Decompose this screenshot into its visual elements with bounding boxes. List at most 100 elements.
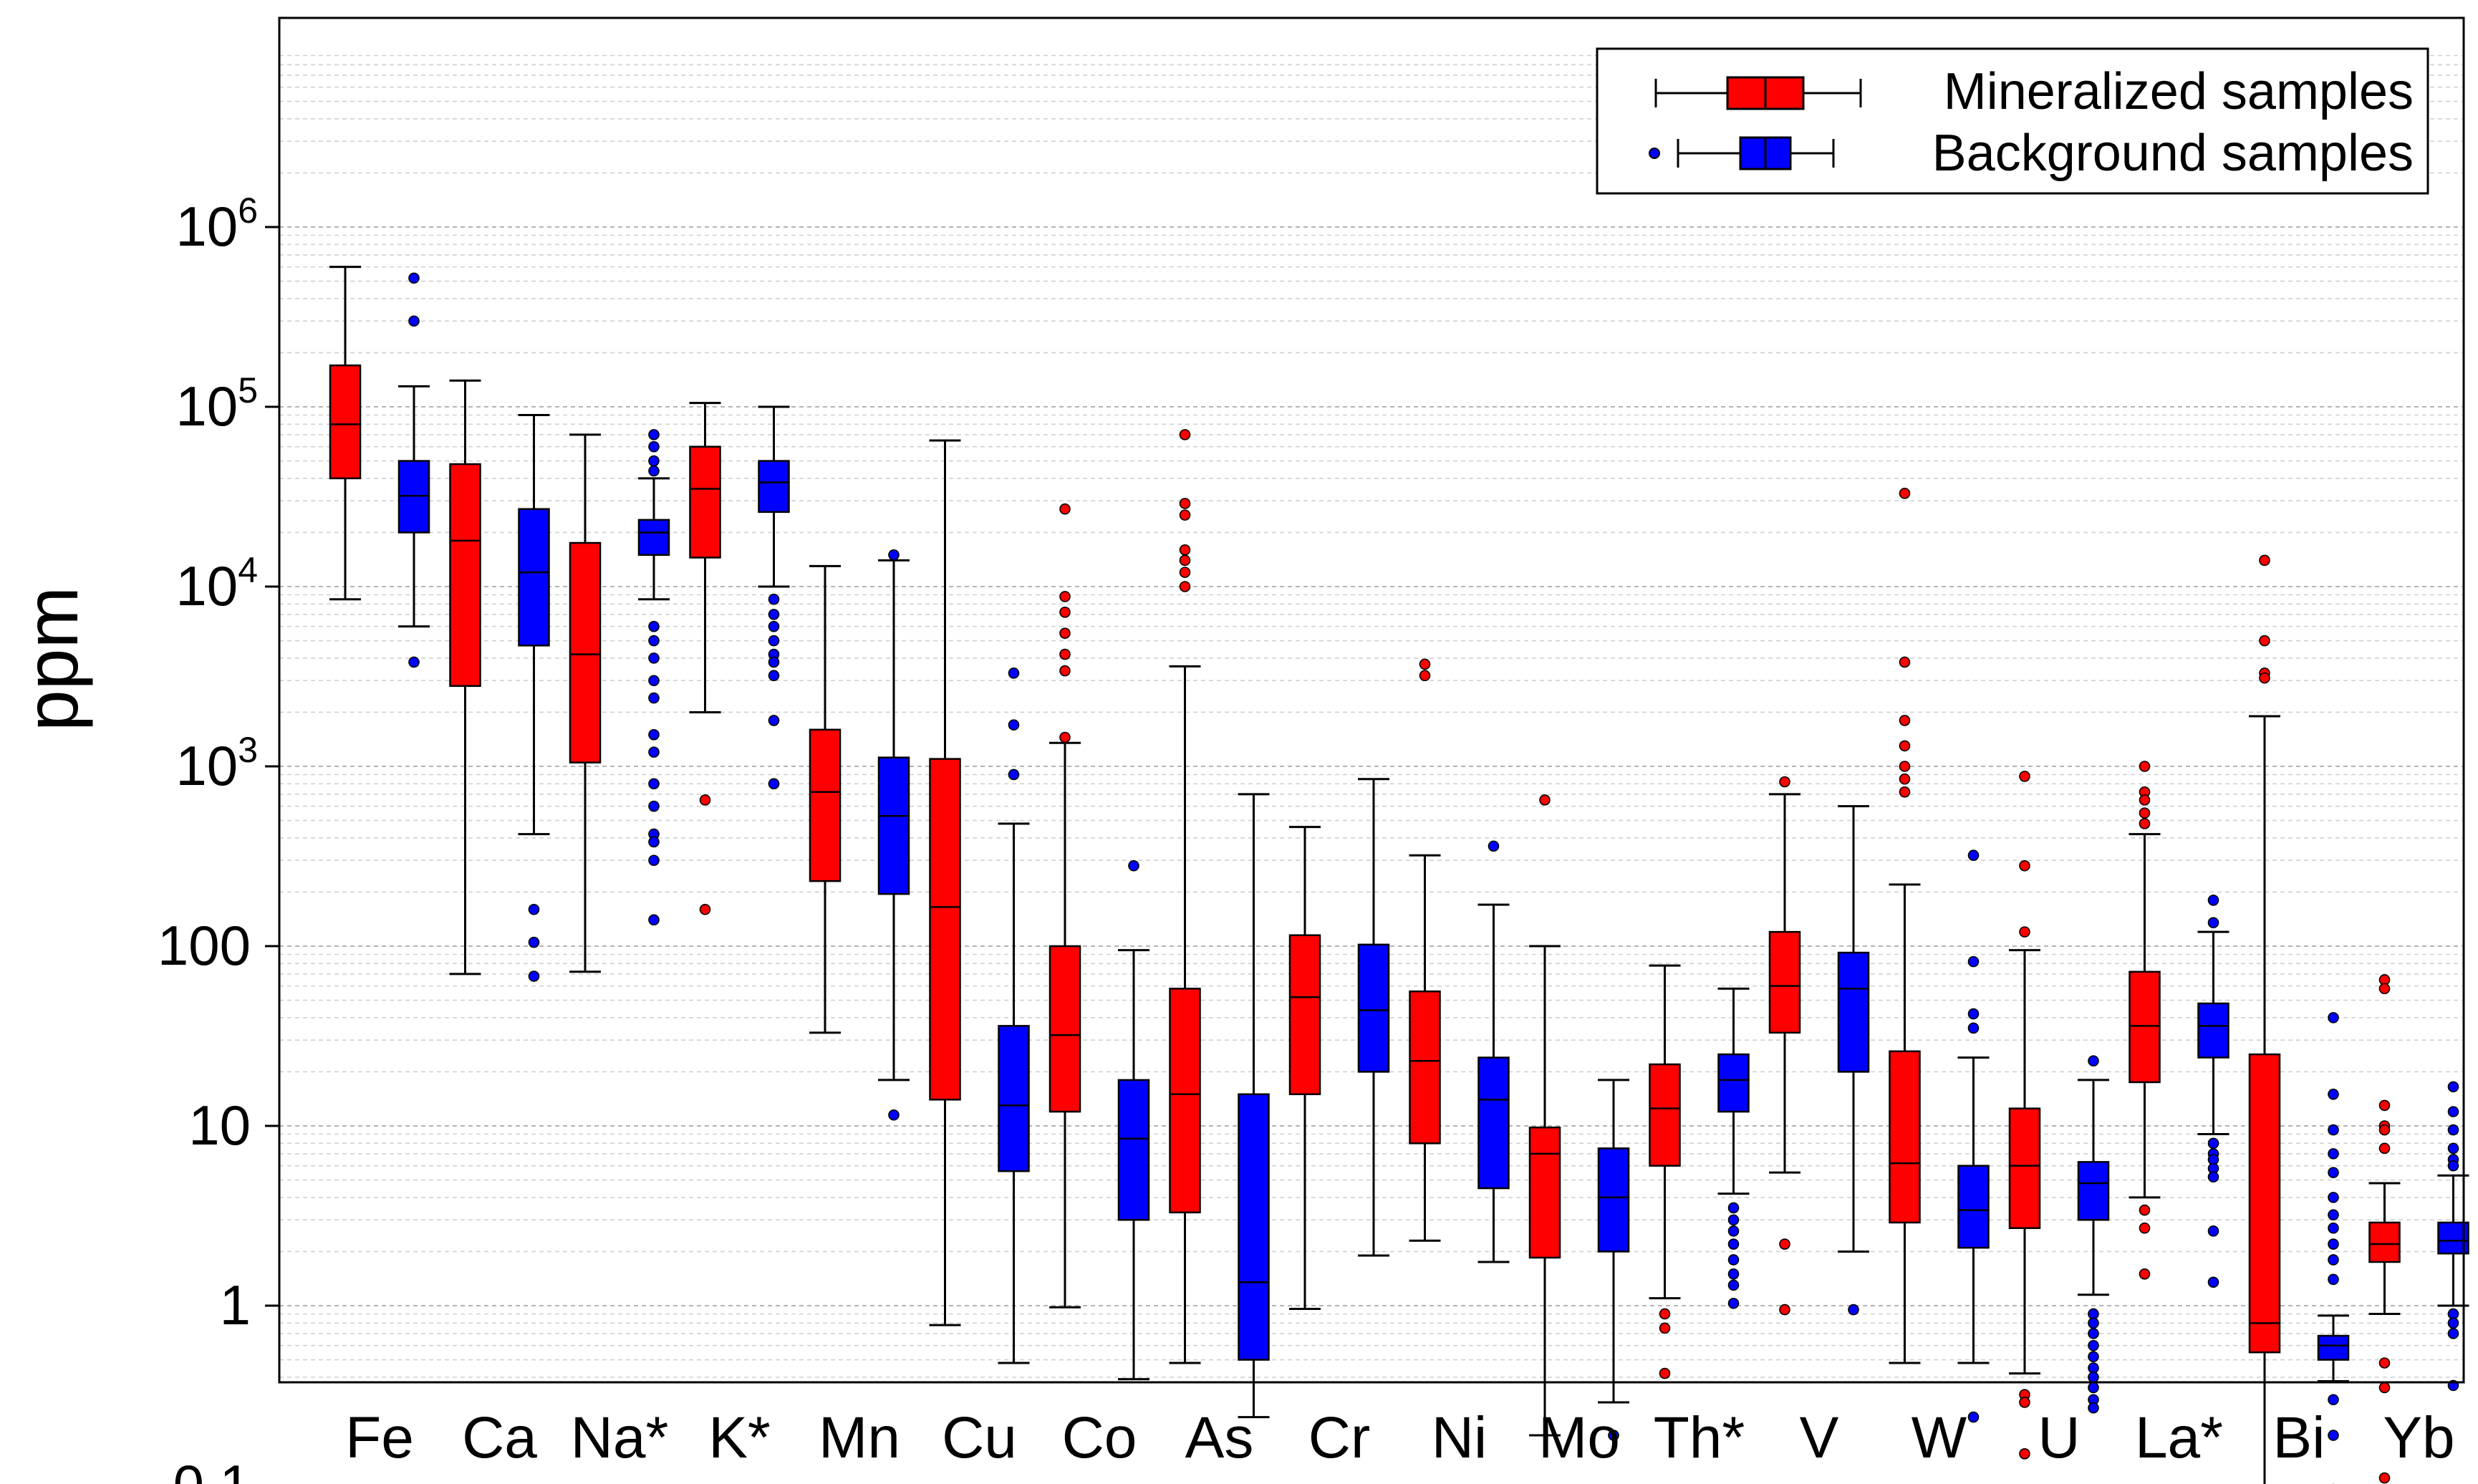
y-tick-label: 105 [175, 370, 258, 438]
outlier-point [768, 620, 780, 632]
box-background-12 [1837, 805, 1870, 1316]
outlier-point [1848, 1304, 1859, 1316]
outlier-point [2447, 1106, 2459, 1117]
y-tick-label: 106 [175, 191, 258, 258]
y-tick-label: 0.1 [173, 1453, 251, 1484]
outlier-point [1419, 670, 1431, 682]
iqr-box [809, 728, 842, 882]
plot-frame [278, 16, 2465, 1384]
outlier-point [648, 440, 660, 453]
outlier-point [888, 549, 900, 561]
outlier-point [1008, 768, 1020, 781]
outlier-point [2088, 1317, 2099, 1329]
box-mineralized-7 [1169, 429, 1201, 1364]
iqr-box [637, 519, 670, 556]
outlier-point [2088, 1362, 2099, 1374]
iqr-box [1409, 990, 1441, 1145]
iqr-box [1768, 930, 1801, 1034]
box-mineralized-12 [1768, 776, 1801, 1316]
box-mineralized-4 [809, 564, 842, 1034]
outlier-point [2139, 761, 2151, 772]
outlier-point [1899, 488, 1911, 499]
iqr-box [1837, 951, 1870, 1073]
outlier-point [1899, 656, 1911, 668]
box-mineralized-0 [329, 266, 362, 601]
outlier-point [1779, 1238, 1790, 1250]
box-background-16 [2317, 1012, 2350, 1484]
y-tick-label: 103 [175, 730, 258, 797]
outlier-point [1727, 1268, 1740, 1280]
outlier-point [2019, 1448, 2030, 1460]
box-background-0 [397, 272, 430, 668]
outlier-point [699, 903, 711, 915]
outlier-point [2207, 895, 2219, 906]
outlier-point [2139, 807, 2151, 819]
outlier-point [648, 429, 660, 440]
outlier-point [1967, 1411, 1980, 1423]
outlier-point [648, 465, 660, 477]
outlier-point [1967, 1022, 1980, 1034]
outlier-point [2328, 1167, 2339, 1178]
outlier-point [1899, 761, 1911, 772]
y-tick-label: 10 [188, 1094, 251, 1157]
outlier-point [1659, 1308, 1671, 1320]
legend-label-mineralized: Mineralized samples [1944, 63, 2414, 120]
outlier-point [1899, 773, 1911, 785]
legend-entry-background: Background samples [1649, 125, 2414, 182]
iqr-box [1048, 945, 1081, 1113]
outlier-point [2378, 983, 2391, 995]
outlier-point [2019, 926, 2030, 938]
outlier-point [648, 729, 660, 741]
outlier-point [1179, 567, 1191, 578]
iqr-box [2197, 1002, 2229, 1059]
box-background-10 [1597, 1079, 1630, 1441]
iqr-box [929, 758, 961, 1101]
iqr-box [2317, 1334, 2350, 1361]
outlier-point [1727, 1297, 1740, 1309]
outlier-point [2447, 1124, 2459, 1136]
outlier-point [2088, 1402, 2099, 1414]
outlier-point [2328, 1089, 2339, 1100]
box-background-15 [2197, 895, 2229, 1288]
outlier-point [768, 778, 780, 790]
outlier-point [2328, 1209, 2339, 1221]
outlier-point [408, 315, 420, 327]
outlier-point [1727, 1214, 1740, 1226]
iqr-box [397, 460, 430, 534]
outlier-point [2207, 1171, 2219, 1183]
outlier-point [528, 970, 540, 982]
box-series [329, 266, 2469, 1484]
outlier-point [648, 652, 660, 664]
outlier-point [648, 836, 660, 848]
box-background-11 [1717, 987, 1750, 1309]
iqr-box [998, 1025, 1030, 1172]
outlier-point [1059, 648, 1071, 660]
outlier-point [768, 635, 780, 647]
iqr-box [877, 756, 910, 895]
outlier-point [2019, 771, 2030, 782]
iqr-box [329, 364, 362, 480]
outlier-point [1059, 591, 1071, 602]
outlier-point [2447, 1328, 2459, 1339]
box-background-6 [1117, 859, 1150, 1381]
box-mineralized-6 [1048, 503, 1081, 1309]
outlier-point [1727, 1225, 1740, 1237]
outlier-point [2088, 1055, 2099, 1067]
box-mineralized-10 [1528, 794, 1561, 1437]
outlier-point [2447, 1308, 2459, 1320]
outlier-point [2447, 1081, 2459, 1093]
outlier-point [2088, 1328, 2099, 1339]
outlier-point [2088, 1382, 2099, 1394]
outlier-point [768, 593, 780, 605]
outlier-point [2139, 1204, 2151, 1216]
outlier-point [2328, 1012, 2339, 1023]
outlier-point [768, 656, 780, 668]
iqr-box [2008, 1107, 2041, 1229]
x-tick-label: Mn [819, 1405, 900, 1470]
outlier-point [2207, 917, 2219, 929]
outlier-point [648, 455, 660, 467]
outlier-point [768, 670, 780, 682]
outlier-point [528, 903, 540, 915]
box-background-5 [998, 668, 1030, 1364]
outlier-point [2378, 1124, 2391, 1136]
